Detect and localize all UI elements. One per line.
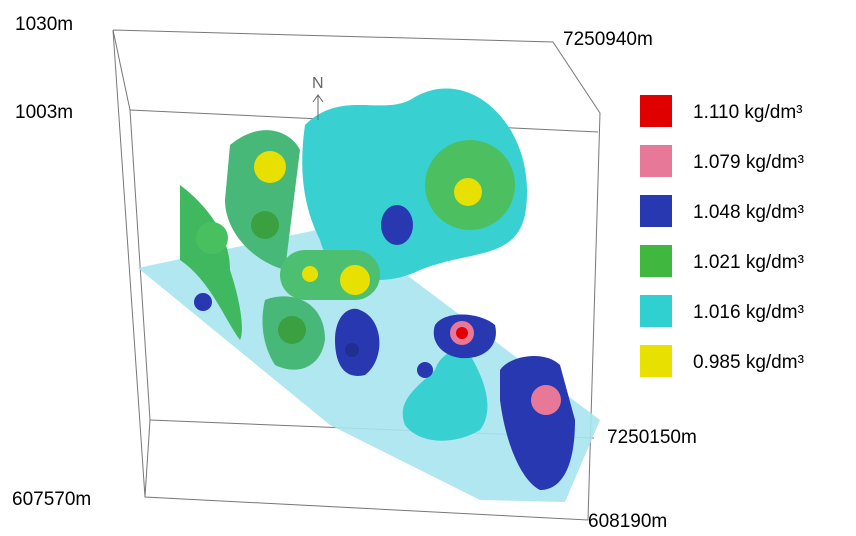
easting-label: 607570m: [12, 489, 91, 510]
legend-label: 0.985 kg/dm³: [693, 352, 804, 373]
legend-swatch: [640, 295, 672, 327]
northing-label: 7250940m: [563, 29, 653, 50]
legend-swatch: [640, 245, 672, 277]
legend-swatch: [640, 345, 672, 377]
screenshot: N 1030m 1003m 7250940m 7250150m 607570m …: [0, 0, 856, 536]
isosurfaces: [138, 88, 600, 502]
render: N 1030m 1003m 7250940m 7250150m 607570m …: [0, 0, 856, 536]
legend-label: 1.048 kg/dm³: [693, 202, 804, 223]
legend-swatch: [640, 195, 672, 227]
legend: 1.110 kg/dm³ 1.079 kg/dm³ 1.048 kg/dm³ 1.02…: [640, 95, 804, 377]
northing-label: 7250150m: [607, 427, 697, 448]
north-label: N: [312, 75, 324, 92]
easting-label: 608190m: [588, 511, 667, 532]
elevation-label: 1030m: [15, 14, 73, 35]
legend-swatch: [640, 95, 672, 127]
legend-label: 1.021 kg/dm³: [693, 252, 804, 273]
legend-label: 1.110 kg/dm³: [693, 102, 802, 123]
elevation-label: 1003m: [15, 102, 73, 123]
legend-label: 1.079 kg/dm³: [693, 152, 804, 173]
legend-swatch: [640, 145, 672, 177]
legend-label: 1.016 kg/dm³: [693, 302, 804, 323]
